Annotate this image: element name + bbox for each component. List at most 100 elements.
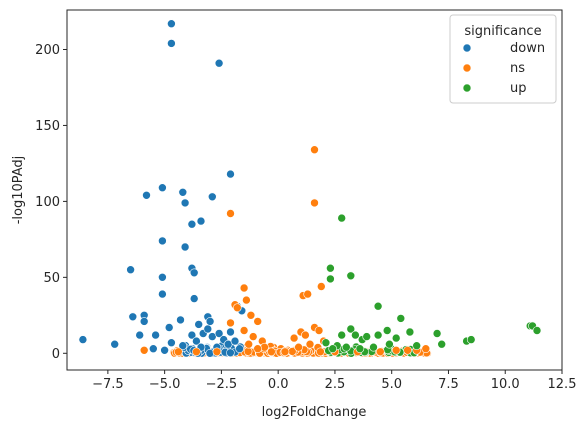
point-up xyxy=(355,344,365,354)
point-down xyxy=(230,336,240,346)
point-down xyxy=(167,338,176,348)
y-tick-label: 0 xyxy=(52,347,60,362)
point-up xyxy=(346,271,356,281)
point-down xyxy=(160,345,169,355)
point-down xyxy=(226,327,235,337)
x-tick-label: 10.0 xyxy=(491,377,520,392)
point-down xyxy=(110,339,119,349)
point-up xyxy=(326,263,335,273)
x-tick-label: 7.5 xyxy=(438,377,459,392)
point-ns xyxy=(316,282,326,291)
point-up xyxy=(373,301,383,311)
point-down xyxy=(203,324,213,334)
x-tick-label: 12.5 xyxy=(548,377,577,392)
point-down xyxy=(180,198,190,208)
y-tick-label: 50 xyxy=(43,271,60,286)
point-ns xyxy=(301,330,310,340)
point-up xyxy=(337,330,347,340)
point-down xyxy=(208,192,217,202)
point-down xyxy=(178,341,188,351)
point-up xyxy=(437,339,447,349)
point-ns-band xyxy=(243,347,253,356)
x-tick-label: 0.0 xyxy=(268,377,289,392)
point-down xyxy=(135,330,144,340)
y-tick-label: 200 xyxy=(35,43,60,58)
point-down xyxy=(187,219,197,229)
point-down xyxy=(194,320,203,329)
x-tick-label: −5.0 xyxy=(149,377,181,392)
legend-label-up: up xyxy=(510,81,527,96)
point-down xyxy=(226,169,235,179)
point-ns xyxy=(253,344,263,354)
x-tick-label: 5.0 xyxy=(381,377,402,392)
point-ns xyxy=(239,283,249,293)
plot-area-frame xyxy=(66,9,563,371)
point-ns xyxy=(253,317,263,326)
point-up xyxy=(321,338,331,348)
point-down xyxy=(192,336,201,346)
point-ns xyxy=(192,347,201,357)
x-axis: −7.5 −5.0 −2.5 0.0 2.5 5.0 7.5 10.0 12.5 xyxy=(92,370,576,392)
point-ns xyxy=(310,198,319,208)
point-down xyxy=(205,317,215,326)
point-up xyxy=(373,330,383,340)
point-up xyxy=(466,335,476,344)
point-down xyxy=(139,317,149,326)
point-ns xyxy=(375,347,385,357)
point-ns xyxy=(174,347,183,357)
y-axis: 0 50 100 150 200 xyxy=(35,43,67,362)
legend-marker-up xyxy=(462,83,472,93)
point-up xyxy=(328,344,338,354)
point-ns xyxy=(226,209,235,218)
point-up xyxy=(532,326,542,335)
point-ns xyxy=(139,345,149,355)
point-ns xyxy=(267,347,276,357)
point-ns xyxy=(226,318,235,328)
point-down xyxy=(128,312,138,322)
data-points xyxy=(78,19,542,358)
point-up xyxy=(341,342,351,352)
x-tick-label: −7.5 xyxy=(92,377,124,392)
point-down xyxy=(214,329,224,338)
point-down xyxy=(189,268,199,278)
point-down xyxy=(126,265,135,275)
legend-items: down ns up xyxy=(462,41,545,96)
point-ns xyxy=(391,345,401,355)
point-down xyxy=(196,216,206,226)
point-ns xyxy=(303,289,313,299)
point-down xyxy=(167,19,176,29)
point-ns xyxy=(305,339,315,349)
legend-label-ns: ns xyxy=(510,61,525,76)
legend-label-down: down xyxy=(510,41,545,56)
legend-box xyxy=(449,14,557,104)
point-down xyxy=(149,344,158,354)
point-up xyxy=(382,326,392,335)
legend: significance down ns up xyxy=(449,14,557,104)
point-ns xyxy=(310,145,319,154)
point-up xyxy=(337,213,347,223)
y-axis-label: -log10PAdj xyxy=(11,156,26,225)
point-ns xyxy=(242,295,251,305)
point-up xyxy=(326,274,335,284)
point-up xyxy=(432,329,442,338)
point-down xyxy=(158,289,167,299)
point-ns xyxy=(233,303,242,313)
point-ns-band xyxy=(316,347,325,357)
x-tick-label: 2.5 xyxy=(325,377,346,392)
y-tick-label: 100 xyxy=(35,195,60,210)
point-ns xyxy=(212,347,222,357)
point-down xyxy=(158,272,167,282)
point-down xyxy=(187,330,197,340)
point-up xyxy=(412,341,422,351)
point-down xyxy=(167,39,176,48)
x-axis-label: log2FoldChange xyxy=(262,405,367,420)
point-ns xyxy=(239,326,249,335)
point-down xyxy=(164,323,174,332)
legend-marker-ns xyxy=(462,63,472,73)
point-up xyxy=(369,342,378,352)
point-ns xyxy=(314,326,324,335)
legend-marker-down xyxy=(462,43,472,53)
point-ns xyxy=(403,345,412,355)
point-down xyxy=(178,188,188,197)
x-tick-label: −2.5 xyxy=(206,377,238,392)
